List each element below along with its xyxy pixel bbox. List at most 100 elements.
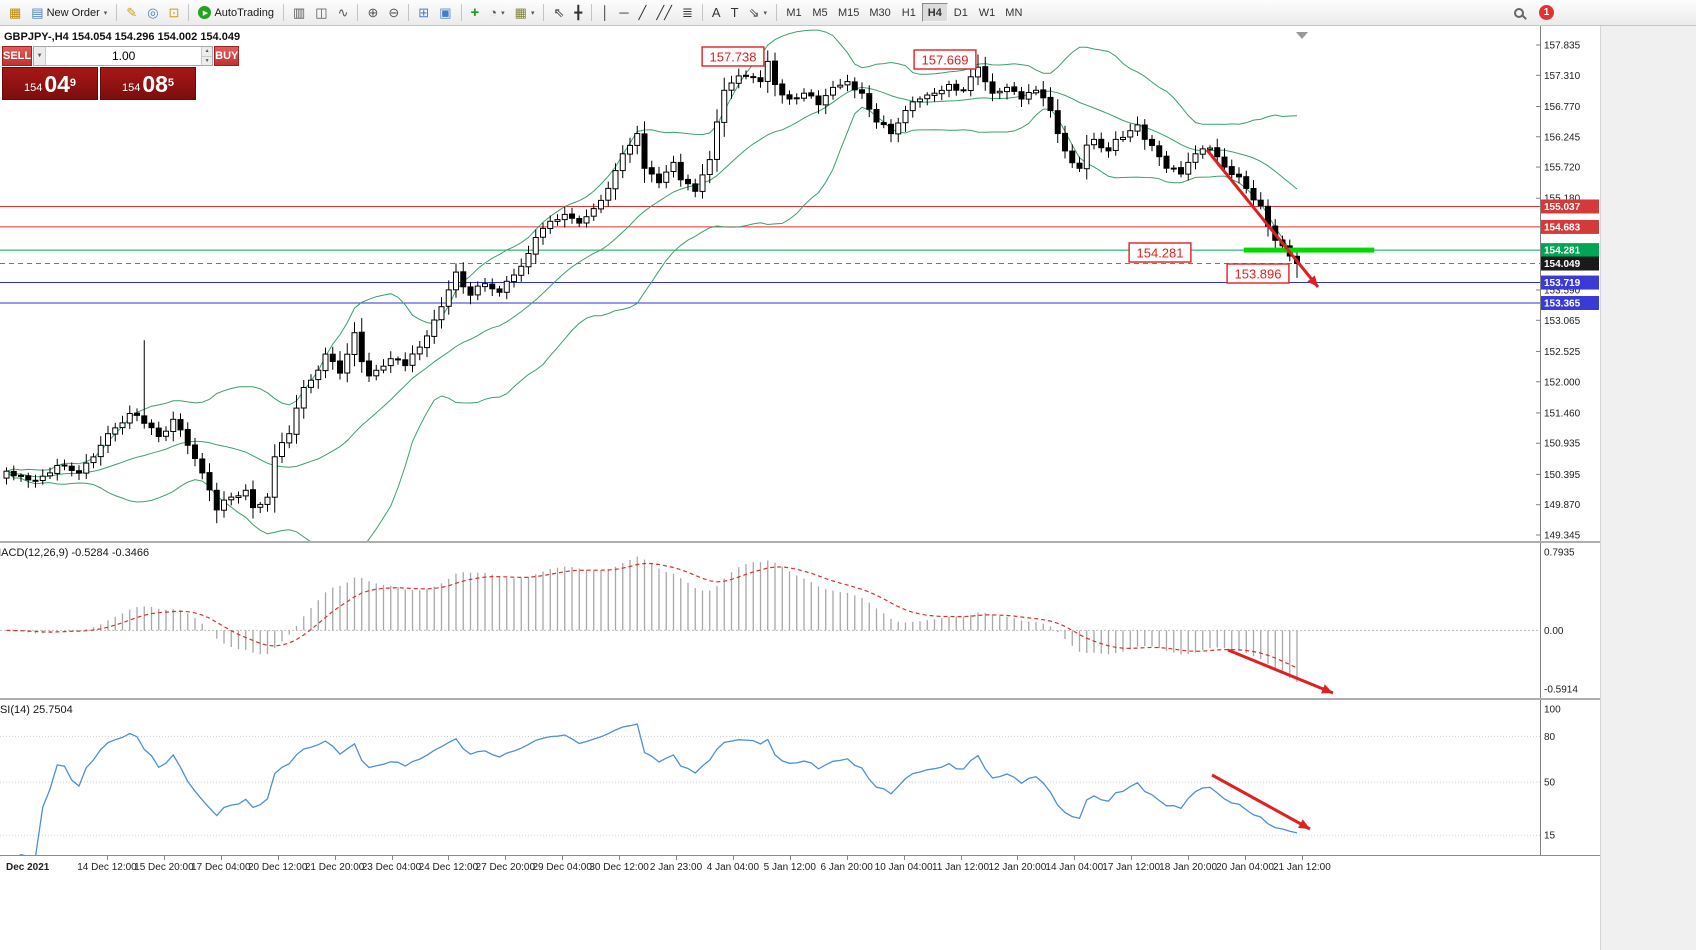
support-highlight-segment[interactable] xyxy=(1243,247,1375,253)
fullscreen-icon: ⊡ xyxy=(168,5,180,20)
macd-svg: 0.7935 0.00 -0.5914 xyxy=(0,543,1579,698)
sell-button[interactable]: SELL xyxy=(2,46,33,66)
rsi-line xyxy=(18,723,1298,855)
trend-arrow[interactable] xyxy=(1205,149,1320,288)
price-badge: 153.365 xyxy=(1541,295,1599,310)
timeframe-m1[interactable]: M1 xyxy=(786,6,802,19)
price-callout[interactable]: 154.281 xyxy=(1128,242,1192,263)
volume-input[interactable] xyxy=(46,47,202,65)
chart-line-button[interactable]: ∿ xyxy=(333,2,354,23)
toolbar-separator xyxy=(282,4,284,21)
time-label: 14 Jan 04:00 xyxy=(1045,862,1104,873)
indicators-add-button[interactable]: + xyxy=(466,2,485,23)
timeframe-d1[interactable]: D1 xyxy=(953,6,968,19)
timeframe-m30[interactable]: M30 xyxy=(869,6,891,19)
arrows-menu-button[interactable]: ⇘ ▾ xyxy=(744,2,772,23)
horizontal-line-objects[interactable] xyxy=(0,205,1540,304)
svg-text:154.281: 154.281 xyxy=(1137,246,1184,261)
price-callout[interactable]: 157.669 xyxy=(913,49,977,70)
time-label: 23 Dec 04:00 xyxy=(361,862,422,873)
price-callout[interactable]: 153.896 xyxy=(1226,263,1290,284)
svg-text:156.770: 156.770 xyxy=(1544,102,1581,113)
price-badge: 155.037 xyxy=(1541,199,1599,214)
price-callout[interactable]: 157.738 xyxy=(701,46,765,67)
sell-price-panel[interactable]: 154 04 9 xyxy=(2,67,98,100)
options-button[interactable]: ◎ xyxy=(142,2,163,23)
time-axis[interactable]: Dec 2021 14 Dec 12:00 15 Dec 20:00 17 Dec 0… xyxy=(0,855,1600,950)
rsi-axis[interactable]: 100 80 50 15 xyxy=(1540,700,1562,855)
timeframe-h4[interactable]: H4 xyxy=(921,3,948,22)
rsi-svg: 100 80 50 15 xyxy=(0,700,1562,855)
volume-down-icon[interactable]: ▼ xyxy=(202,56,213,65)
tile-windows-button[interactable]: ⊞ xyxy=(413,2,434,23)
timeframe-mn[interactable]: MN xyxy=(1005,6,1023,19)
volume-up-icon[interactable]: ▲ xyxy=(202,47,213,57)
timeframe-m5[interactable]: M5 xyxy=(812,6,828,19)
fullscreen-button[interactable]: ⊡ xyxy=(164,2,185,23)
trendline-button[interactable]: ╱ xyxy=(634,2,652,23)
indicators-add-icon: + xyxy=(470,4,480,21)
time-label: 14 Dec 12:00 xyxy=(77,862,137,873)
new-order-label: New Order xyxy=(46,6,100,19)
horizontal-line-icon: ─ xyxy=(619,5,629,20)
price-chart-panel[interactable]: 157.835 157.310 156.770 156.245 155.720 155.1… xyxy=(0,26,1600,541)
chart-bars-button[interactable]: ▥ xyxy=(288,2,310,23)
time-tick xyxy=(220,856,222,860)
zoom-in-button[interactable]: ⊕ xyxy=(362,2,383,23)
channel-button[interactable]: ╱╱ xyxy=(651,2,677,23)
time-tick xyxy=(107,856,108,860)
cursor-button[interactable]: ⇖ xyxy=(548,2,569,23)
crosshair-button[interactable]: ╋ xyxy=(569,2,587,23)
svg-text:149.345: 149.345 xyxy=(1544,531,1581,542)
tile-windows-icon: ⊞ xyxy=(418,5,430,20)
macd-axis[interactable]: 0.7935 0.00 -0.5914 xyxy=(1540,543,1579,698)
autotrading-button[interactable]: ▶ AutoTrading xyxy=(193,2,279,23)
time-label: 29 Dec 04:00 xyxy=(532,862,592,873)
rsi-levels xyxy=(0,735,1540,836)
periods-button[interactable]: ◔ ▾ xyxy=(484,2,509,23)
toolbar-separator xyxy=(188,4,190,21)
new-chart-button[interactable]: ▦ xyxy=(4,2,26,23)
time-tick xyxy=(1017,856,1019,860)
price-axis[interactable]: 157.835 157.310 156.770 156.245 155.720 155.1… xyxy=(1536,26,1599,541)
horizontal-line-button[interactable]: ─ xyxy=(614,2,633,23)
new-order-button[interactable]: ▤ New Order ▾ xyxy=(26,2,112,23)
time-label: 21 Dec 20:00 xyxy=(304,862,365,873)
vertical-line-button[interactable]: │ xyxy=(596,2,614,23)
fibonacci-button[interactable]: ≣ xyxy=(677,2,698,23)
buy-button[interactable]: BUY xyxy=(214,46,240,66)
text-button[interactable]: A xyxy=(707,2,726,23)
cascade-windows-button[interactable]: ▣ xyxy=(434,2,456,23)
svg-text:154.281: 154.281 xyxy=(1544,246,1581,257)
timeframe-m15[interactable]: M15 xyxy=(837,6,860,19)
text-label-button[interactable]: T xyxy=(726,2,744,23)
metaeditor-button[interactable]: ✎ xyxy=(121,2,142,23)
cursor-icon: ⇖ xyxy=(553,5,565,20)
templates-button[interactable]: ▦ ▾ xyxy=(510,2,540,23)
time-label: 18 Jan 20:00 xyxy=(1159,862,1218,873)
volume-field: ▼ ▲ ▼ xyxy=(33,46,214,66)
timeframe-h1[interactable]: H1 xyxy=(901,6,916,19)
chart-candles-icon: ◫ xyxy=(315,5,328,20)
timeframe-w1[interactable]: W1 xyxy=(978,6,996,19)
volume-stepper: ▲ ▼ xyxy=(201,47,213,65)
text-icon: A xyxy=(711,5,721,20)
trend-arrow[interactable] xyxy=(1227,648,1334,695)
svg-text:157.738: 157.738 xyxy=(710,50,757,65)
periods-icon: ◔ xyxy=(489,5,498,20)
chart-candles-button[interactable]: ◫ xyxy=(310,2,332,23)
candlesticks xyxy=(3,50,1300,524)
rsi-panel[interactable]: 100 80 50 15 RSI(14) 25.7504 xyxy=(0,698,1600,855)
text-label-icon: T xyxy=(730,5,739,20)
buy-price-fraction: 5 xyxy=(167,77,175,89)
trend-arrow[interactable] xyxy=(1211,773,1311,831)
svg-text:150.935: 150.935 xyxy=(1544,439,1581,450)
chart-shift-marker[interactable] xyxy=(1296,32,1308,39)
buy-price-panel[interactable]: 154 08 5 xyxy=(100,67,196,100)
toolbar-separator xyxy=(701,4,703,21)
volume-dropdown-icon[interactable]: ▼ xyxy=(34,47,47,65)
zoom-out-button[interactable]: ⊖ xyxy=(383,2,404,23)
macd-panel[interactable]: 0.7935 0.00 -0.5914 MACD(12,26,9) -0.5284 … xyxy=(0,541,1600,698)
alerts-badge[interactable]: 1 xyxy=(1539,5,1554,20)
search-button[interactable] xyxy=(1509,2,1529,23)
